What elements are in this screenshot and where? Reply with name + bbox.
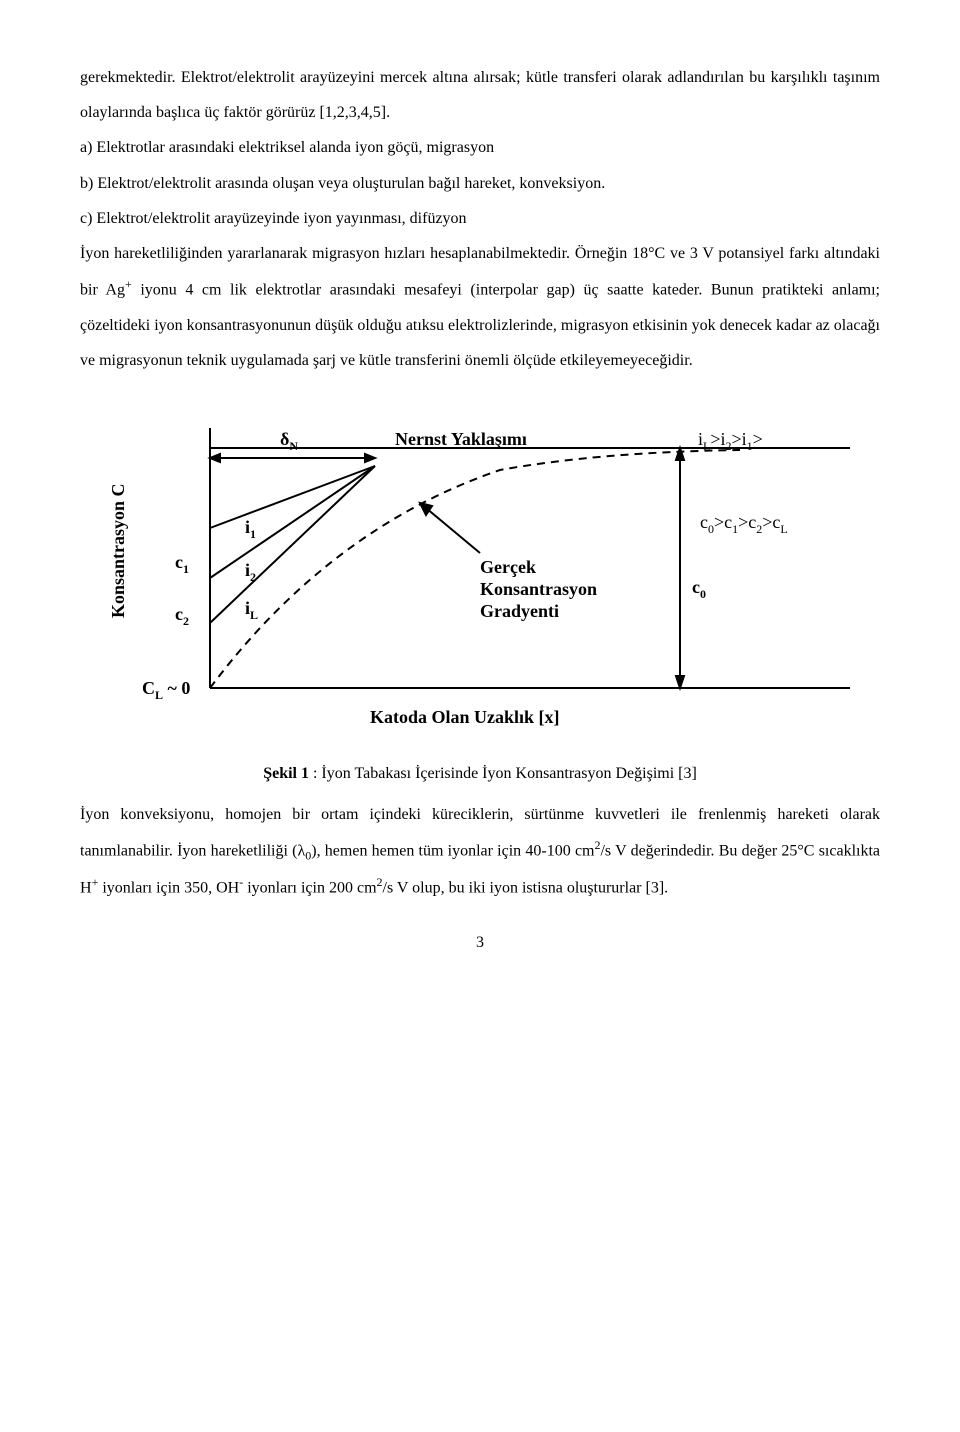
- iL-label: iL: [245, 598, 258, 622]
- delta-n-label: δN: [280, 429, 298, 453]
- figure-caption: Şekil 1 : İyon Tabakası İçerisinde İyon …: [80, 761, 880, 787]
- diagram-svg: Konsantrasyon C δN Nernst Yaklaşımı iL>i…: [80, 398, 880, 738]
- nernst-lines: [210, 466, 375, 623]
- superscript-plus: +: [125, 277, 132, 291]
- text: /s V olup, bu iki iyon istisna oluşturur…: [383, 879, 669, 896]
- text: c) Elektrot/elektrolit arayüzeyinde iyon…: [80, 210, 467, 227]
- list-item-b: b) Elektrot/elektrolit arasında oluşan v…: [80, 166, 880, 201]
- callout-arrow: [420, 503, 480, 553]
- page-number: 3: [80, 935, 880, 951]
- nernst-label: Nernst Yaklaşımı: [395, 429, 527, 449]
- text: 3: [476, 934, 484, 951]
- caption-text: : İyon Tabakası İçerisinde İyon Konsantr…: [309, 765, 697, 782]
- list-item-a: a) Elektrotlar arasındaki elektriksel al…: [80, 130, 880, 165]
- figure-1: Konsantrasyon C δN Nernst Yaklaşımı iL>i…: [80, 398, 880, 751]
- real-gradient-curve: [210, 450, 740, 688]
- c2-label: c2: [175, 604, 189, 628]
- i1-label: i1: [245, 517, 256, 541]
- text: a) Elektrotlar arasındaki elektriksel al…: [80, 139, 494, 156]
- caption-bold: Şekil 1: [263, 765, 309, 782]
- c-order-label: c0>c1>c2>cL: [700, 512, 788, 536]
- c0-label: c0: [692, 577, 706, 601]
- text: iyonları için 200 cm: [243, 879, 376, 896]
- x-axis-label: Katoda Olan Uzaklık [x]: [370, 707, 560, 727]
- paragraph-after-figure: İyon konveksiyonu, homojen bir ortam içi…: [80, 797, 880, 906]
- paragraph-intro: gerekmektedir. Elektrot/elektrolit arayü…: [80, 60, 880, 130]
- delta-n-marker: [210, 454, 375, 462]
- text: ), hemen hemen tüm iyonlar için 40-100 c…: [311, 842, 594, 859]
- paragraph-main: İyon hareketliliğinden yararlanarak migr…: [80, 236, 880, 378]
- list-item-c: c) Elektrot/elektrolit arayüzeyinde iyon…: [80, 201, 880, 236]
- c0-extent: [676, 448, 684, 688]
- i-order-label: iL>i2>i1>: [698, 429, 763, 453]
- c1-label: c1: [175, 552, 189, 576]
- text: b) Elektrot/elektrolit arasında oluşan v…: [80, 175, 605, 192]
- y-axis-label: Konsantrasyon C: [108, 483, 128, 618]
- text: iyonu 4 cm lik elektrotlar arasındaki me…: [80, 281, 880, 368]
- i2-label: i2: [245, 560, 256, 584]
- text: iyonları için 350, OH: [98, 879, 239, 896]
- text: gerekmektedir. Elektrot/elektrolit arayü…: [80, 69, 880, 121]
- cL-approx-0: CL ~ 0: [142, 678, 190, 702]
- real-gradient-label: Gerçek Konsantrasyon Gradyenti: [480, 557, 602, 621]
